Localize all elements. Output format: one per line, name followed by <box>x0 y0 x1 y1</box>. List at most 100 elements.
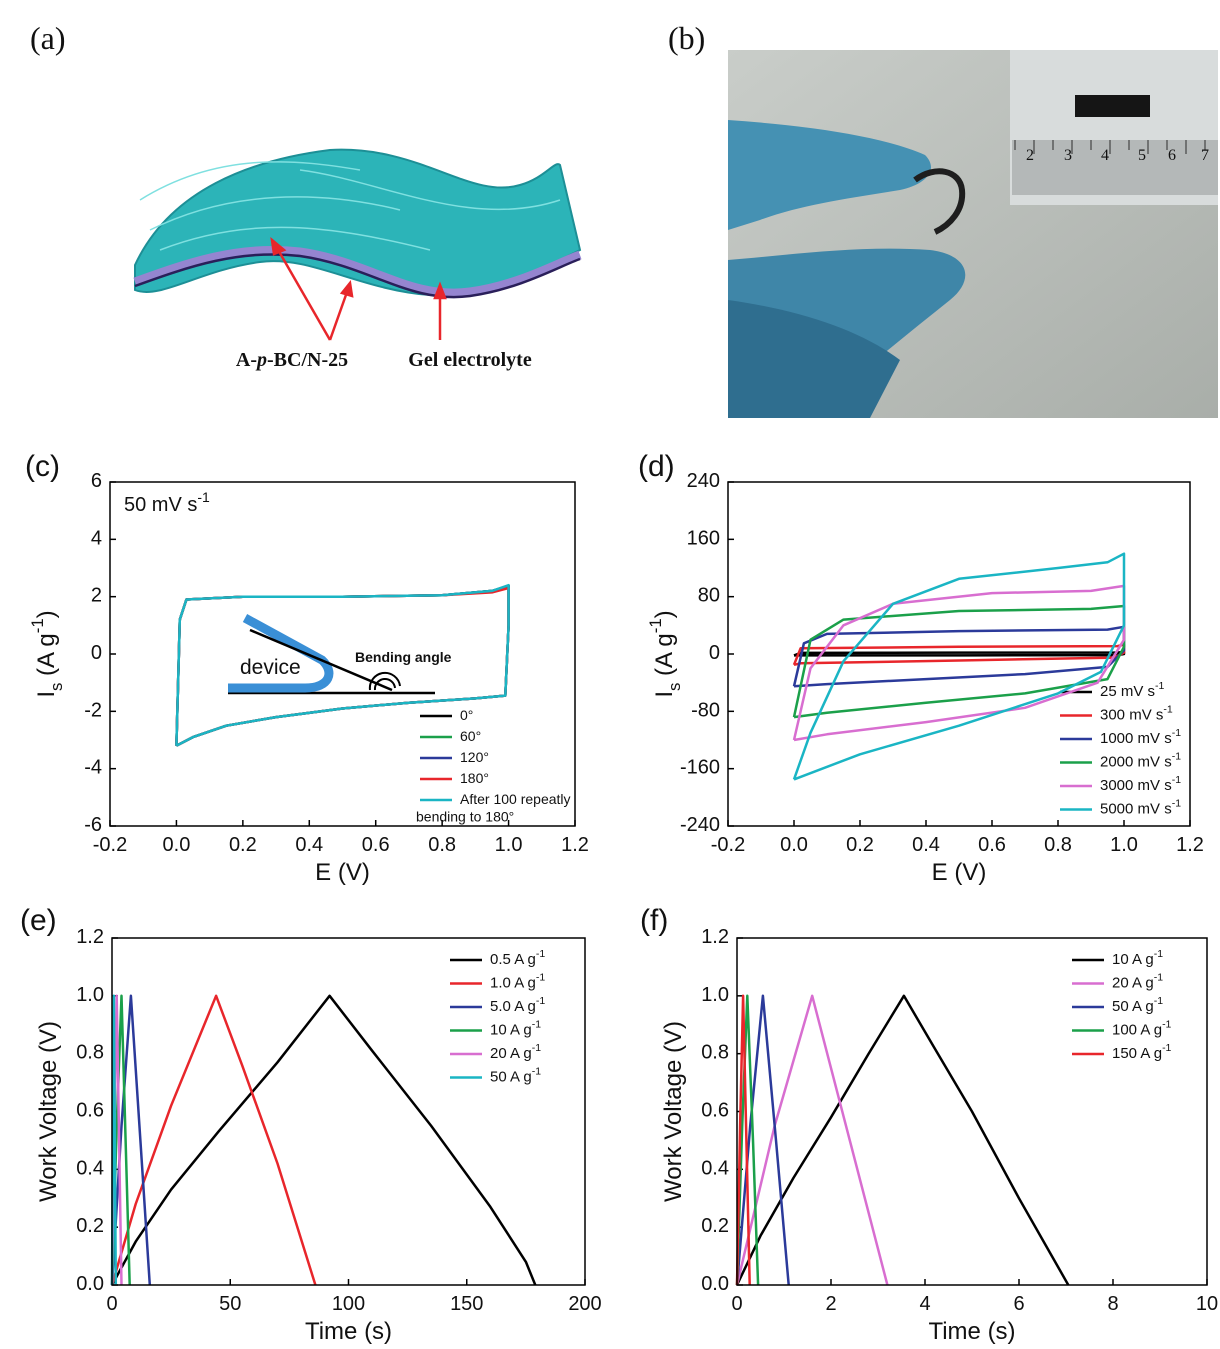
plot-frame <box>736 937 1208 1286</box>
series-line <box>735 994 790 1286</box>
legend-label: 10 A g-1 <box>490 1018 541 1038</box>
panel-label: (b) <box>668 20 705 56</box>
ruler-label: 6 <box>1168 147 1176 164</box>
legend-label: 10 A g-1 <box>1112 948 1163 968</box>
series-line <box>175 586 510 747</box>
y-tick-label: -80 <box>691 700 720 722</box>
legend-label: 1.0 A g-1 <box>490 971 545 991</box>
x-tick-label: 10 <box>1196 1293 1218 1315</box>
y-tick-label: 0 <box>91 642 102 664</box>
x-tick-label: 1.0 <box>1110 834 1138 856</box>
series-line <box>735 994 889 1286</box>
series-line <box>175 585 510 747</box>
legend-label: 25 mV s-1 <box>1100 680 1165 700</box>
photo-b: 2 3 4 5 6 7 <box>728 50 1218 418</box>
series-line <box>735 994 760 1286</box>
x-tick-label: 0.0 <box>780 834 808 856</box>
x-tick-label: -0.2 <box>93 834 127 856</box>
y-tick-label: 6 <box>91 470 102 492</box>
ruler-label: 5 <box>1138 147 1146 164</box>
legend-label: 2000 mV s-1 <box>1100 750 1181 770</box>
x-tick-label: 6 <box>1013 1293 1024 1315</box>
y-tick-label: 0.6 <box>76 1100 104 1122</box>
y-axis-label: Work Voltage (V) <box>35 1021 62 1202</box>
y-axis-label: Work Voltage (V) <box>660 1021 687 1202</box>
x-tick-label: 0.0 <box>163 834 191 856</box>
plot-frame <box>111 937 586 1286</box>
legend-label: 3000 mV s-1 <box>1100 774 1181 794</box>
ruler-label: 7 <box>1201 147 1209 164</box>
panel-label: (d) <box>638 450 675 483</box>
ruler-label: 2 <box>1026 147 1034 164</box>
x-tick-label: 4 <box>919 1293 930 1315</box>
legend-label: 1000 mV s-1 <box>1100 727 1181 747</box>
y-axis-label: Is (A g-1) <box>646 610 684 697</box>
y-tick-label: 0 <box>709 642 720 664</box>
legend-label: 0° <box>460 707 473 723</box>
x-tick-label: 1.2 <box>1176 834 1204 856</box>
series-line <box>110 994 152 1286</box>
y-tick-label: 0.6 <box>701 1100 729 1122</box>
panel-label: (a) <box>30 20 66 56</box>
x-tick-label: 200 <box>568 1293 601 1315</box>
x-tick-label: 0.8 <box>428 834 456 856</box>
y-tick-label: 0.0 <box>701 1273 729 1295</box>
y-tick-label: 4 <box>91 528 102 550</box>
y-tick-label: 0.4 <box>701 1158 729 1180</box>
legend-label: 5.0 A g-1 <box>490 995 545 1015</box>
x-tick-label: 0.2 <box>846 834 874 856</box>
y-tick-label: 1.2 <box>76 926 104 948</box>
y-tick-label: -6 <box>84 814 102 836</box>
y-tick-label: -240 <box>680 814 720 836</box>
y-tick-label: 1.0 <box>76 984 104 1006</box>
legend-label: 300 mV s-1 <box>1100 703 1173 723</box>
series-line <box>793 650 1126 657</box>
annotation: Bending angle <box>355 649 452 665</box>
y-tick-label: -4 <box>84 757 102 779</box>
y-tick-label: 80 <box>698 585 720 607</box>
inset-c <box>228 614 435 695</box>
panel-label: (f) <box>640 904 668 937</box>
x-tick-label: 0 <box>731 1293 742 1315</box>
y-tick-label: -160 <box>680 757 720 779</box>
legend-label: 20 A g-1 <box>1112 971 1163 991</box>
x-tick-label: 0.8 <box>1044 834 1072 856</box>
series-line <box>175 584 510 747</box>
x-tick-label: 0.2 <box>229 834 257 856</box>
legend-label: 120° <box>460 749 489 765</box>
y-tick-label: -2 <box>84 700 102 722</box>
legend-label: 50 A g-1 <box>490 1065 541 1085</box>
legend-label: 50 A g-1 <box>1112 995 1163 1015</box>
series-line <box>110 994 317 1286</box>
series-line <box>735 994 1070 1286</box>
y-tick-label: 0.2 <box>701 1215 729 1237</box>
x-tick-label: 2 <box>825 1293 836 1315</box>
x-tick-label: 100 <box>332 1293 365 1315</box>
x-tick-label: 0.4 <box>295 834 323 856</box>
series-line <box>735 994 751 1286</box>
x-tick-label: 150 <box>450 1293 483 1315</box>
panel-label: (c) <box>25 450 60 483</box>
legend-label: 60° <box>460 728 481 744</box>
x-axis-label: Time (s) <box>928 1318 1015 1345</box>
series-line <box>175 583 510 747</box>
y-tick-label: 240 <box>687 470 720 492</box>
x-tick-label: 1.0 <box>495 834 523 856</box>
series-line <box>110 994 537 1286</box>
y-tick-label: 2 <box>91 585 102 607</box>
x-tick-label: 0 <box>106 1293 117 1315</box>
panel-label: (e) <box>20 904 57 937</box>
series-line <box>792 552 1126 781</box>
annotation: 50 mV s-1 <box>124 489 210 517</box>
y-tick-label: 0.4 <box>76 1158 104 1180</box>
annotation: A-p-BC/N-25 <box>236 349 348 371</box>
y-tick-label: 0.2 <box>76 1215 104 1237</box>
legend-label: 20 A g-1 <box>490 1042 541 1062</box>
x-tick-label: 1.2 <box>561 834 589 856</box>
y-tick-label: 160 <box>687 528 720 550</box>
series-line <box>175 585 510 747</box>
annotation: device <box>240 656 301 679</box>
y-tick-label: 0.8 <box>701 1042 729 1064</box>
illustration-a: A-p-BC/N-25 Gel electrolyte <box>133 148 582 371</box>
